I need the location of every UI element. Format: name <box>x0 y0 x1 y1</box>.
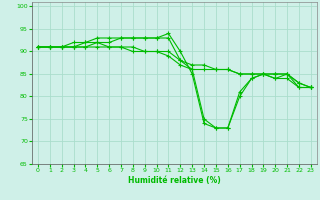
X-axis label: Humidité relative (%): Humidité relative (%) <box>128 176 221 185</box>
